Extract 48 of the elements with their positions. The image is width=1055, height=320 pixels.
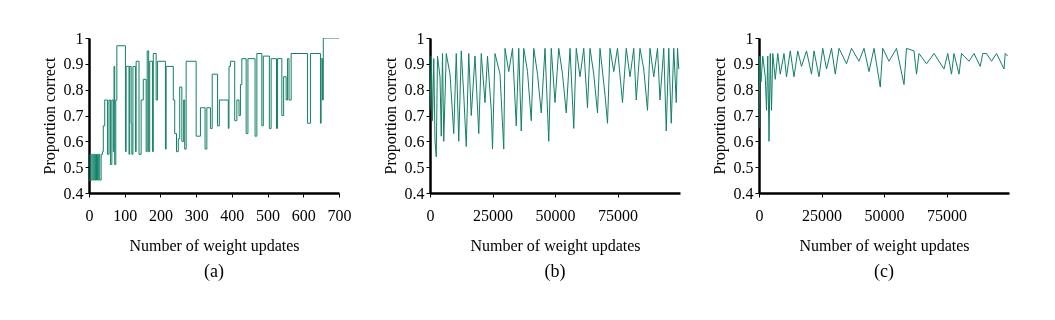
- y-tick-label: 0.9: [404, 55, 425, 73]
- x-tick-label: 75000: [927, 206, 967, 224]
- y-tick-label: 0.5: [404, 158, 425, 176]
- x-axis-title: Number of weight updates: [129, 236, 300, 255]
- y-tick-label: 1: [75, 29, 84, 47]
- y-tick-label: 0.8: [404, 81, 425, 99]
- y-tick-label: 0.4: [733, 184, 754, 202]
- x-tick-label: 50000: [535, 206, 576, 224]
- y-tick-label: 0.8: [63, 81, 84, 99]
- y-tick-label: 1: [416, 29, 425, 47]
- y-tick-label: 0.7: [404, 107, 425, 124]
- y-tick-label: 0.4: [404, 184, 425, 202]
- x-tick-label: 200: [148, 206, 173, 224]
- y-tick-label: 0.5: [63, 158, 84, 176]
- y-tick-label: 0.5: [733, 158, 754, 176]
- y-tick-label: 0.6: [733, 132, 754, 150]
- x-tick-label: 25000: [473, 206, 513, 224]
- y-axis-title: Proportion correct: [40, 57, 59, 175]
- x-tick-label: 700: [327, 206, 352, 224]
- y-axis-title: Proportion correct: [381, 57, 400, 175]
- y-tick-label: 0.6: [404, 132, 425, 150]
- x-tick-label: 400: [220, 206, 245, 224]
- x-tick-label: 300: [184, 206, 209, 224]
- x-axis-title: Number of weight updates: [799, 236, 970, 255]
- y-tick-label: 1: [745, 29, 754, 47]
- line-series: [430, 47, 680, 158]
- y-tick-label: 0.9: [733, 55, 754, 73]
- y-tick-label: 0.4: [63, 184, 84, 202]
- x-tick-label: 50000: [864, 206, 905, 224]
- y-tick-label: 0.8: [733, 81, 754, 99]
- x-tick-label: 0: [426, 206, 435, 224]
- x-tick-label: 600: [291, 206, 316, 224]
- text: (b): [544, 261, 566, 282]
- x-tick-label: 0: [755, 206, 764, 224]
- y-tick-label: 0.7: [63, 107, 84, 124]
- y-axis-title: Proportion correct: [710, 57, 729, 175]
- x-tick-label: 25000: [802, 206, 842, 224]
- text: (c): [874, 261, 894, 282]
- y-tick-label: 0.7: [733, 107, 754, 124]
- y-tick-label: 0.6: [63, 132, 84, 150]
- text: (a): [204, 261, 224, 282]
- y-tick-label: 0.9: [63, 55, 84, 73]
- x-axis-title: Number of weight updates: [470, 236, 641, 255]
- x-tick-label: 0: [85, 206, 94, 224]
- line-series: [759, 47, 1009, 142]
- x-tick-label: 75000: [598, 206, 638, 224]
- x-tick-label: 500: [256, 206, 281, 224]
- x-tick-label: 100: [113, 206, 138, 224]
